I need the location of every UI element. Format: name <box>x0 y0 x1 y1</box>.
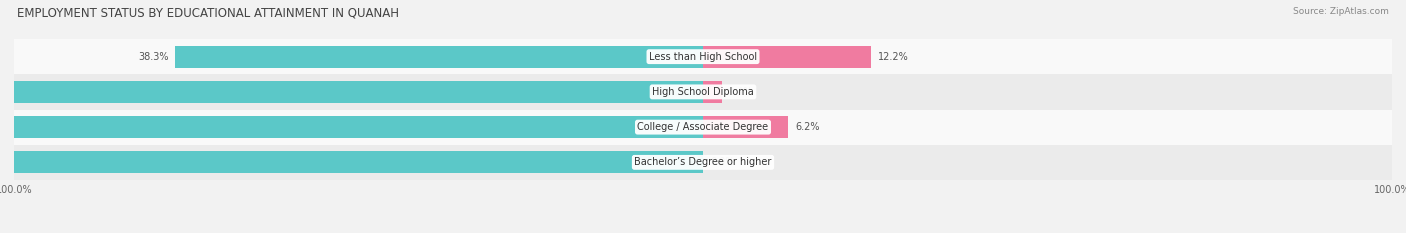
Text: 38.3%: 38.3% <box>138 52 169 62</box>
Text: Less than High School: Less than High School <box>650 52 756 62</box>
Text: High School Diploma: High School Diploma <box>652 87 754 97</box>
Bar <box>14 39 1392 74</box>
Bar <box>0 116 703 138</box>
Bar <box>703 81 723 103</box>
Text: College / Associate Degree: College / Associate Degree <box>637 122 769 132</box>
Text: Source: ZipAtlas.com: Source: ZipAtlas.com <box>1294 7 1389 16</box>
Bar <box>176 46 703 68</box>
Bar <box>0 81 703 103</box>
Bar <box>0 151 703 173</box>
Bar <box>14 74 1392 110</box>
Text: Bachelor’s Degree or higher: Bachelor’s Degree or higher <box>634 157 772 167</box>
Text: EMPLOYMENT STATUS BY EDUCATIONAL ATTAINMENT IN QUANAH: EMPLOYMENT STATUS BY EDUCATIONAL ATTAINM… <box>17 7 399 20</box>
Text: 0.0%: 0.0% <box>710 157 734 167</box>
Bar <box>14 145 1392 180</box>
Bar <box>703 46 872 68</box>
Bar <box>703 116 789 138</box>
Text: 12.2%: 12.2% <box>877 52 908 62</box>
Text: 1.4%: 1.4% <box>730 87 754 97</box>
Bar <box>14 110 1392 145</box>
Text: 6.2%: 6.2% <box>796 122 820 132</box>
